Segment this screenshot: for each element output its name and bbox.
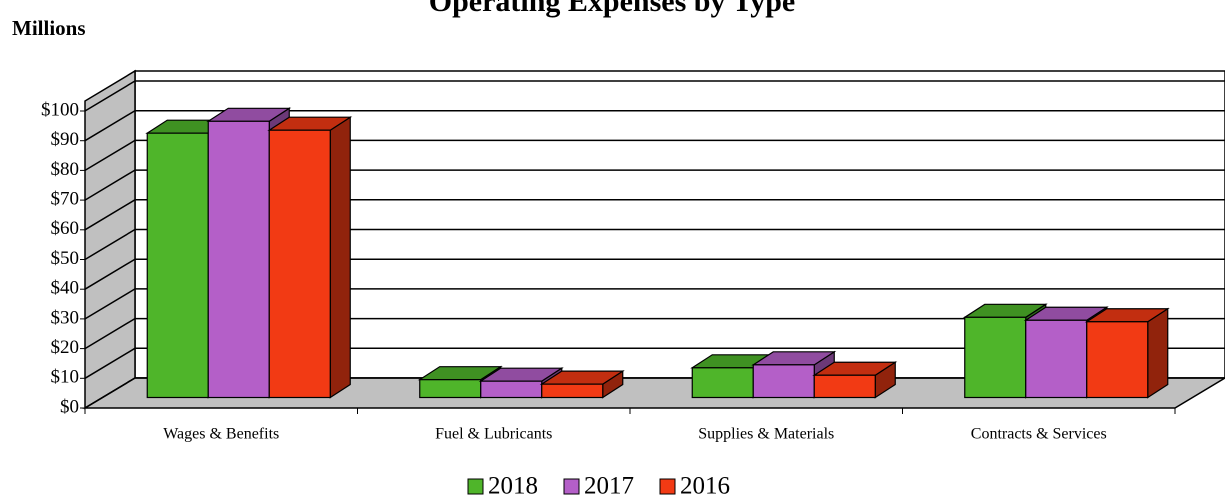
y-tick-label: $80 [51, 159, 80, 180]
legend-label: 2016 [680, 473, 730, 500]
grid-line [84, 228, 1225, 261]
legend-swatch [563, 478, 580, 495]
y-tick-label: $20 [51, 337, 80, 358]
grid-line [84, 288, 1225, 320]
grid-line [84, 80, 1225, 112]
grid-line [84, 347, 1225, 379]
grid-line [84, 169, 1225, 201]
grid-line [84, 258, 1225, 290]
bar [1086, 321, 1149, 399]
x-tick-label: Wages & Benefits [163, 426, 279, 443]
bar [964, 316, 1027, 399]
y-tick-label: $40 [51, 278, 80, 299]
grid-line [84, 139, 1225, 172]
bar [419, 379, 482, 399]
grid-line [84, 317, 1225, 350]
bar-side [329, 116, 351, 399]
bar [480, 380, 543, 399]
x-tick-label: Fuel & Lubricants [435, 426, 552, 443]
bar [752, 364, 815, 399]
legend-label: 2017 [584, 473, 634, 500]
legend-swatch [659, 478, 676, 495]
legend-swatch [467, 478, 484, 495]
y-tick-label: $30 [51, 307, 80, 328]
left-wall [84, 69, 136, 410]
bar [541, 383, 604, 399]
unit-label: Millions [12, 16, 86, 40]
x-tick-label: Contracts & Services [971, 426, 1107, 443]
bar [207, 120, 270, 399]
bar [813, 374, 876, 399]
bar [691, 367, 754, 399]
bar [268, 129, 331, 399]
bar [146, 132, 209, 399]
x-tick-label: Supplies & Materials [698, 426, 834, 443]
y-tick-label: $0 [60, 396, 79, 417]
chart-title: Operating Expenses by Type [429, 0, 795, 18]
grid-line [84, 199, 1225, 231]
bar-side [1147, 307, 1169, 399]
y-tick-label: $70 [51, 188, 80, 209]
y-tick-label: $100 [41, 99, 79, 120]
bar [1025, 319, 1088, 399]
legend-label: 2018 [488, 473, 538, 500]
grid-line [84, 109, 1225, 142]
y-tick-label: $60 [51, 218, 80, 239]
y-tick-label: $10 [51, 367, 80, 388]
y-tick-label: $50 [51, 248, 80, 269]
y-tick-label: $90 [51, 129, 80, 150]
